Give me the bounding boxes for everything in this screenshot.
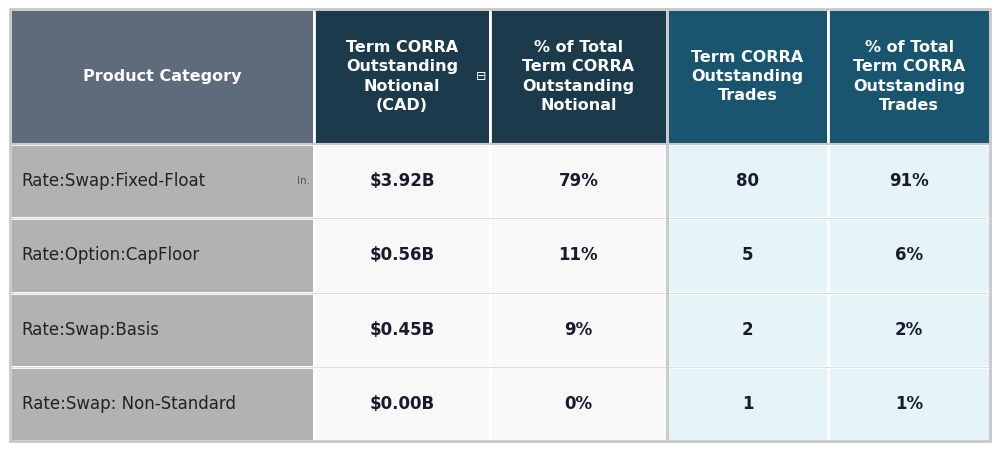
Bar xyxy=(667,292,828,367)
Text: 9%: 9% xyxy=(564,320,593,339)
Bar xyxy=(667,218,828,292)
Bar xyxy=(10,292,314,367)
Text: 1: 1 xyxy=(742,395,753,413)
Text: 5: 5 xyxy=(742,247,753,265)
Text: 0%: 0% xyxy=(564,395,592,413)
Text: Rate:Option:CapFloor: Rate:Option:CapFloor xyxy=(22,247,200,265)
Bar xyxy=(828,367,990,441)
Bar xyxy=(490,218,667,292)
Text: $0.45B: $0.45B xyxy=(369,320,435,339)
Bar xyxy=(490,9,667,144)
Bar xyxy=(10,367,314,441)
Text: $0.00B: $0.00B xyxy=(369,395,435,413)
Text: Term CORRA
Outstanding
Trades: Term CORRA Outstanding Trades xyxy=(691,50,804,103)
Text: Term CORRA
Outstanding
Notional
(CAD): Term CORRA Outstanding Notional (CAD) xyxy=(346,40,458,113)
Text: Rate:Swap: Non-Standard: Rate:Swap: Non-Standard xyxy=(22,395,236,413)
Bar xyxy=(490,292,667,367)
Bar xyxy=(10,144,314,218)
Text: ⊟: ⊟ xyxy=(476,70,486,83)
Bar xyxy=(490,367,667,441)
Bar xyxy=(667,367,828,441)
Text: $0.56B: $0.56B xyxy=(369,247,435,265)
Text: 2%: 2% xyxy=(895,320,923,339)
Text: 11%: 11% xyxy=(559,247,598,265)
Text: Rate:Swap:Basis: Rate:Swap:Basis xyxy=(22,320,160,339)
Text: Rate:Swap:Fixed-Float: Rate:Swap:Fixed-Float xyxy=(22,172,206,190)
Text: % of Total
Term CORRA
Outstanding
Notional: % of Total Term CORRA Outstanding Notion… xyxy=(522,40,634,113)
Bar xyxy=(828,218,990,292)
Text: 6%: 6% xyxy=(895,247,923,265)
Text: 91%: 91% xyxy=(889,172,929,190)
Text: Product Category: Product Category xyxy=(83,69,241,84)
Bar xyxy=(828,292,990,367)
Bar xyxy=(828,9,990,144)
Bar xyxy=(314,144,490,218)
Bar xyxy=(828,144,990,218)
Text: In.: In. xyxy=(297,176,310,186)
Bar xyxy=(490,144,667,218)
Bar xyxy=(667,144,828,218)
Bar xyxy=(10,218,314,292)
Bar xyxy=(667,9,828,144)
Text: $3.92B: $3.92B xyxy=(369,172,435,190)
Text: 79%: 79% xyxy=(558,172,598,190)
Text: 1%: 1% xyxy=(895,395,923,413)
Bar xyxy=(10,9,314,144)
Bar xyxy=(314,292,490,367)
Bar xyxy=(314,9,490,144)
Bar xyxy=(314,367,490,441)
Text: 2: 2 xyxy=(742,320,753,339)
Bar xyxy=(314,218,490,292)
Text: 80: 80 xyxy=(736,172,759,190)
Text: % of Total
Term CORRA
Outstanding
Trades: % of Total Term CORRA Outstanding Trades xyxy=(853,40,965,113)
